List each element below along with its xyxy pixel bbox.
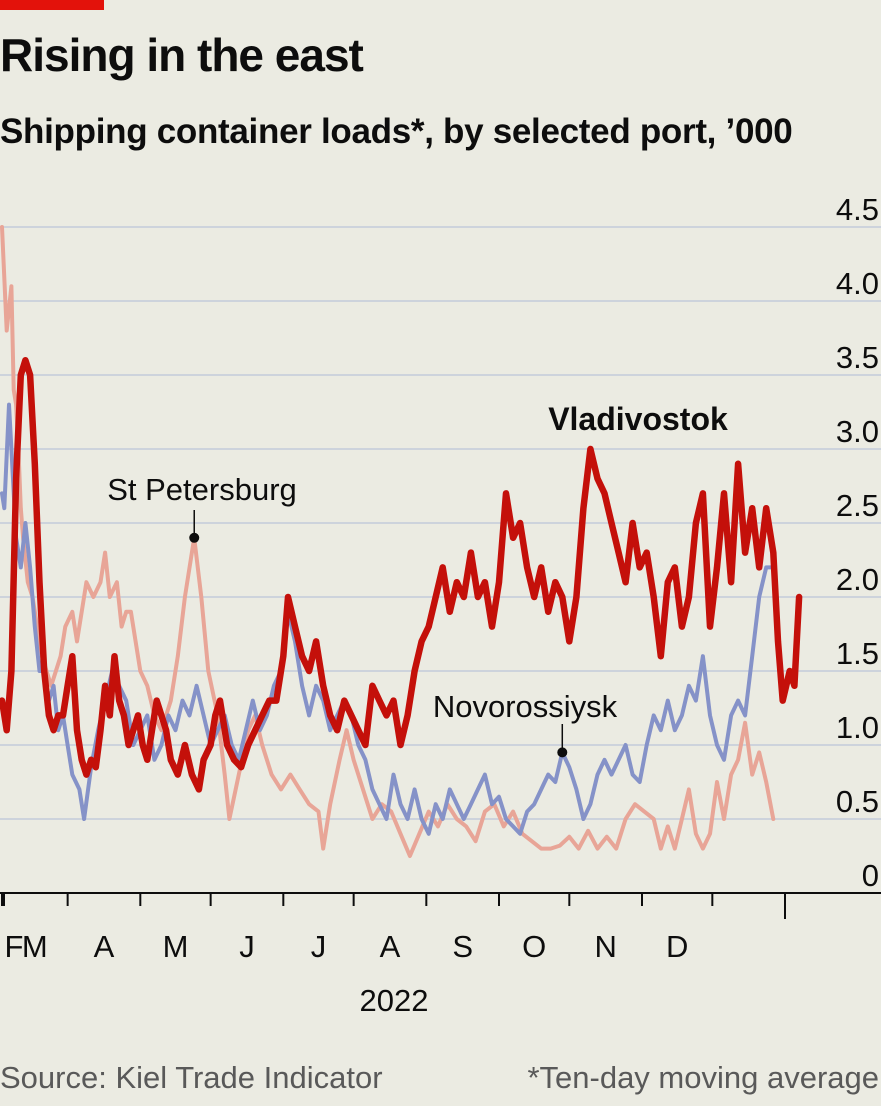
y-tick-label: 2.0 bbox=[836, 562, 879, 597]
series-line-novorossiysk bbox=[0, 402, 776, 836]
y-tick-label: 1.0 bbox=[836, 710, 879, 745]
y-tick-label: 3.5 bbox=[836, 340, 879, 375]
footnote: *Ten-day moving average bbox=[527, 1060, 879, 1095]
y-tick-label: 1.5 bbox=[836, 636, 879, 671]
series-label-st-petersburg: St Petersburg bbox=[107, 472, 297, 507]
label-dot bbox=[557, 747, 568, 758]
series-label-novorossiysk: Novorossiysk bbox=[433, 689, 618, 724]
y-tick-label: 0.5 bbox=[836, 784, 879, 819]
series-line-vladivostok bbox=[0, 356, 803, 793]
source-note: Source: Kiel Trade Indicator bbox=[0, 1060, 383, 1095]
x-month-label: M bbox=[22, 929, 48, 964]
series-line-st-petersburg bbox=[0, 225, 776, 858]
y-tick-label: 2.5 bbox=[836, 488, 879, 523]
x-month-label: S bbox=[452, 929, 473, 964]
y-tick-label: 3.0 bbox=[836, 414, 879, 449]
y-tick-label: 4.5 bbox=[836, 192, 879, 227]
series-labels: St Petersburg Novorossiysk Vladivostok bbox=[107, 401, 728, 758]
label-dot bbox=[189, 532, 200, 543]
chart-title: Rising in the east bbox=[0, 29, 364, 81]
chart-subtitle: Shipping container loads*, by selected p… bbox=[0, 112, 793, 151]
x-month-label: D bbox=[666, 929, 688, 964]
series-label-vladivostok: Vladivostok bbox=[548, 401, 728, 437]
y-tick-label: 4.0 bbox=[836, 266, 879, 301]
series-lines bbox=[0, 225, 803, 858]
x-year-label: 2022 bbox=[360, 983, 429, 1018]
x-axis bbox=[0, 892, 881, 919]
x-month-label: N bbox=[594, 929, 616, 964]
y-tick-label: 0 bbox=[862, 858, 879, 893]
x-month-label: J bbox=[239, 929, 255, 964]
x-month-label: A bbox=[94, 929, 115, 964]
accent-bar bbox=[0, 0, 104, 10]
x-month-label: M bbox=[163, 929, 189, 964]
x-month-label: F bbox=[5, 929, 24, 964]
x-month-label: J bbox=[311, 929, 327, 964]
x-month-label: A bbox=[380, 929, 401, 964]
y-axis-labels: 0 0.5 1.0 1.5 2.0 2.5 3.0 3.5 4.5 4.0 bbox=[836, 192, 879, 893]
x-month-label: O bbox=[522, 929, 546, 964]
